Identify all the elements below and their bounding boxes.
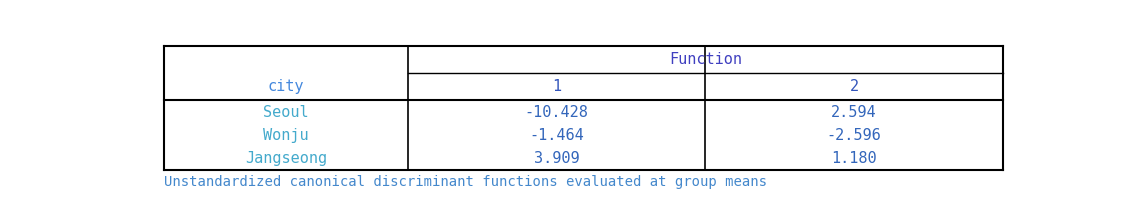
Text: -2.596: -2.596 [827, 128, 882, 143]
Text: -10.428: -10.428 [525, 105, 589, 120]
Text: Seoul: Seoul [263, 105, 309, 120]
Text: 1: 1 [552, 79, 562, 94]
Text: city: city [268, 79, 304, 94]
Text: Wonju: Wonju [263, 128, 309, 143]
Text: 3.909: 3.909 [534, 151, 580, 166]
Text: Function: Function [669, 52, 741, 67]
Text: Unstandardized canonical discriminant functions evaluated at group means: Unstandardized canonical discriminant fu… [164, 175, 768, 189]
Text: 1.180: 1.180 [831, 151, 877, 166]
Text: Jangseong: Jangseong [245, 151, 327, 166]
Text: 2: 2 [850, 79, 859, 94]
Text: -1.464: -1.464 [530, 128, 584, 143]
Text: 2.594: 2.594 [831, 105, 877, 120]
